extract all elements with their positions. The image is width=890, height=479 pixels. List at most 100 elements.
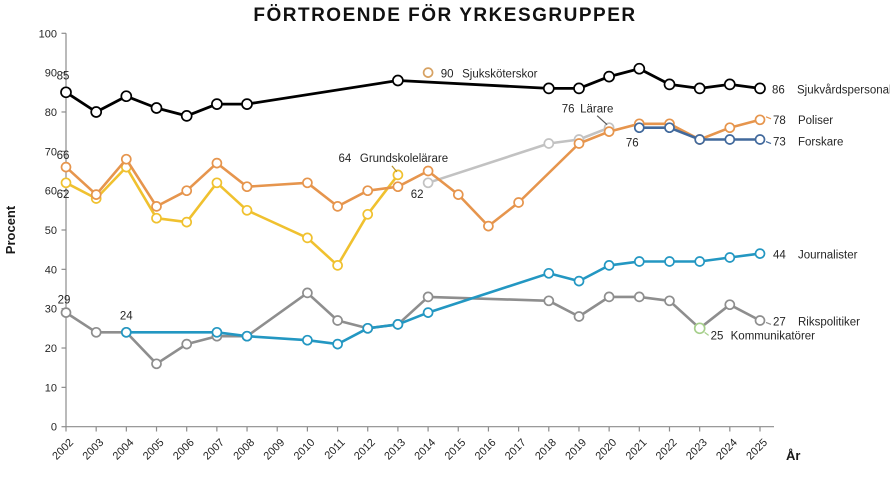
x-tick-label: 2005 — [141, 437, 167, 463]
point-journalister-2007 — [211, 326, 223, 338]
point-journalister-2012 — [362, 322, 374, 334]
point-poliser-2019 — [573, 138, 585, 149]
point-sjukvardspersonal-2021 — [633, 62, 646, 75]
point-poliser-2010 — [302, 177, 313, 189]
y-tick-label: 50 — [45, 225, 57, 237]
point-rikspolitiker-2022 — [664, 295, 675, 307]
point-poliser-2020 — [603, 126, 615, 137]
point-poliser-2024 — [724, 122, 736, 134]
point-rikspolitiker-2005 — [151, 358, 162, 370]
series-rikspolitiker: 29 27 Rikspolitiker — [58, 287, 860, 370]
point-rikspolitiker-2002 — [60, 307, 72, 318]
end-name-forskare: Forskare — [798, 137, 843, 149]
end-name-sjukvardspersonal: Sjukvårdspersonal — [797, 84, 890, 96]
point-grundskolelarare-2006 — [181, 216, 193, 228]
point-forskare-2025 — [754, 134, 766, 145]
series-poliser: 66 78 Poliser — [57, 114, 833, 232]
end-name-kommunikatorer: Kommunikatörer — [731, 330, 816, 342]
point-journalister-2014 — [422, 307, 434, 318]
y-tick-label: 100 — [39, 28, 57, 40]
point-label-journalister: 24 — [120, 310, 133, 322]
point-label-sjukvardspersonal: 85 — [57, 70, 70, 82]
point-rikspolitiker-2010 — [302, 287, 313, 299]
point-rikspolitiker-2014 — [422, 291, 434, 303]
point-rikspolitiker-2003 — [90, 326, 102, 338]
point-kommunikatorer-2023 — [693, 322, 706, 335]
point-sjukvardspersonal-2002 — [60, 86, 72, 99]
series-sjukskoterskor: 90 Sjuksköterskor — [422, 67, 538, 81]
point-poliser-2015 — [452, 189, 464, 200]
point-label-poliser: 66 — [57, 150, 70, 162]
series-journalister: 24 44 Journalister — [120, 248, 858, 350]
point-journalister-2018 — [543, 267, 555, 279]
end-value-poliser: 78 — [773, 115, 786, 127]
y-tick-label: 70 — [45, 146, 57, 158]
y-tick-label: 20 — [45, 343, 57, 355]
x-tick-label: 2015 — [443, 437, 469, 463]
point-poliser-2025 — [754, 114, 766, 126]
point-poliser-2008 — [241, 181, 253, 193]
point-rikspolitiker-2025 — [754, 315, 766, 326]
point-rikspolitiker-2024 — [724, 299, 736, 311]
point-sjukvardspersonal-2003 — [90, 106, 103, 118]
end-name-rikspolitiker: Rikspolitiker — [798, 316, 860, 328]
point-larare-2014 — [422, 177, 434, 189]
point-grundskolelarare-2007 — [211, 177, 223, 189]
x-tick-label: 2020 — [593, 437, 619, 463]
point-rikspolitiker-2021 — [633, 291, 645, 303]
y-axis: 0 10 20 30 40 50 60 70 80 90 100 — [39, 28, 67, 434]
point-poliser-2002 — [60, 161, 72, 173]
point-journalister-2011 — [332, 338, 343, 350]
x-tick-label: 2007 — [201, 437, 227, 463]
x-tick-label: 2006 — [171, 437, 197, 463]
point-poliser-2017 — [513, 197, 524, 208]
point-poliser-2003 — [90, 189, 102, 200]
x-tick-label: 2014 — [412, 437, 438, 463]
end-name-journalister: Journalister — [798, 250, 858, 262]
x-tick-label: 2019 — [563, 437, 589, 463]
point-rikspolitiker-2018 — [543, 295, 555, 307]
point-sjukvardspersonal-2006 — [180, 110, 193, 122]
point-poliser-2016 — [483, 220, 494, 232]
y-tick-label: 60 — [45, 186, 57, 198]
x-tick-label: 2016 — [473, 437, 499, 463]
end-value-sjukvardspersonal: 86 — [772, 84, 785, 96]
point-journalister-2004 — [120, 326, 132, 338]
point-label-grundskolelarare: Grundskolelärare — [360, 153, 448, 165]
point-rikspolitiker-2020 — [603, 291, 615, 303]
chart-title: FÖRTROENDE FÖR YRKESGRUPPER — [253, 5, 637, 26]
series-kommunikatorer: 25 Kommunikatörer — [693, 322, 816, 342]
x-tick-label: 2024 — [714, 437, 740, 463]
point-grundskolelarare-2002 — [60, 177, 72, 189]
point-sjukvardspersonal-2025 — [754, 82, 766, 95]
point-label-grundskolelarare: 64 — [339, 153, 352, 165]
point-journalister-2013 — [392, 319, 404, 330]
point-poliser-2011 — [332, 201, 343, 212]
x-tick-label: 2004 — [111, 437, 137, 463]
x-tick-label: 2017 — [503, 437, 529, 463]
end-value-journalister: 44 — [773, 250, 786, 262]
point-sjukvardspersonal-2005 — [150, 102, 163, 114]
point-poliser-2004 — [120, 153, 132, 165]
point-poliser-2013 — [392, 181, 404, 193]
y-tick-label: 40 — [45, 264, 57, 276]
point-label-forskare: 76 — [626, 138, 639, 150]
series-sjukvardspersonal: 85 86 Sjukvårdspersonal — [57, 62, 890, 122]
point-journalister-2023 — [694, 256, 706, 267]
point-sjukvardspersonal-2020 — [603, 70, 615, 83]
point-forskare-2021 — [633, 122, 645, 134]
point-journalister-2024 — [724, 252, 736, 263]
series-larare: 62 76 Lärare — [411, 104, 615, 201]
point-journalister-2020 — [603, 260, 615, 271]
x-axis-title: År — [786, 448, 800, 463]
x-tick-label: 2021 — [624, 437, 650, 463]
point-sjukvardspersonal-2007 — [211, 98, 223, 110]
x-tick-label: 2023 — [684, 437, 710, 463]
point-rikspolitiker-2011 — [332, 315, 343, 326]
x-tick-label: 2009 — [262, 437, 288, 463]
y-tick-label: 0 — [51, 422, 57, 434]
point-poliser-2006 — [181, 185, 193, 197]
y-tick-label: 10 — [45, 382, 57, 394]
